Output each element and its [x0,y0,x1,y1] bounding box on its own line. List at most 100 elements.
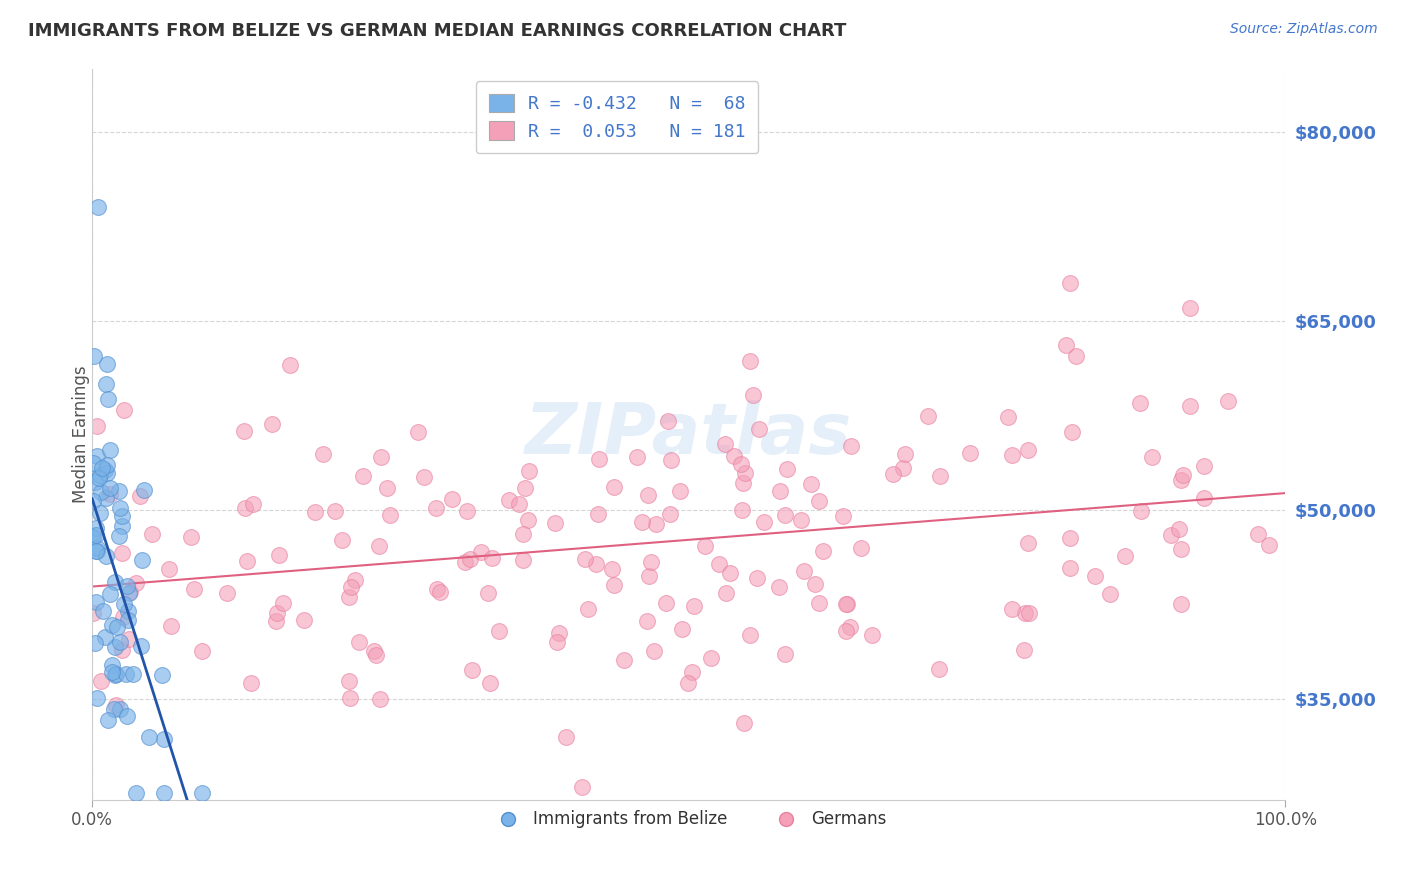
Point [260,417,283,431]
Point [125,576,148,591]
Point [94,549,117,563]
Text: IMMIGRANTS FROM BELIZE VS GERMAN MEDIAN EARNINGS CORRELATION CHART: IMMIGRANTS FROM BELIZE VS GERMAN MEDIAN … [28,22,846,40]
Point [894,447,917,461]
Point [114,666,136,681]
Point [1173,467,1195,482]
Point [554,730,576,744]
Point [637,488,659,502]
Point [378,508,401,522]
Point [544,516,567,530]
Point [104,640,127,654]
Point [1180,399,1202,413]
Point [734,467,756,481]
Point [997,410,1019,425]
Point [740,354,762,368]
Point [347,635,370,649]
Point [470,545,492,559]
Point [406,425,429,439]
Point [626,450,648,465]
Point [738,628,761,642]
Point [101,618,124,632]
Point [86,527,108,541]
Point [517,514,540,528]
Point [121,667,143,681]
Point [1014,606,1036,620]
Point [105,620,128,634]
Point [86,541,108,556]
Point [546,635,568,649]
Point [112,597,135,611]
Point [100,587,122,601]
Point [84,595,107,609]
Point [693,539,716,553]
Point [107,529,129,543]
Point [917,409,939,423]
Point [215,586,238,600]
Point [488,624,510,639]
Point [574,551,596,566]
Point [571,780,593,794]
Point [94,491,117,506]
Point [339,691,361,706]
Point [512,527,534,541]
Point [718,566,741,580]
Point [86,419,108,434]
Point [111,546,134,560]
Point [82,530,104,544]
Point [104,575,127,590]
Point [707,557,730,571]
Point [1130,504,1153,518]
Point [1059,561,1081,575]
Point [1129,396,1152,410]
Point [513,482,536,496]
Point [517,464,540,478]
Point [104,668,127,682]
Point [117,604,139,618]
Point [768,580,790,594]
Point [508,497,530,511]
Point [793,564,815,578]
Point [86,449,108,463]
Point [631,515,654,529]
Point [1170,597,1192,611]
Point [108,484,131,499]
Point [1017,442,1039,457]
Point [266,615,288,629]
Point [600,562,623,576]
Point [747,571,769,585]
Point [112,610,135,624]
Point [111,519,134,533]
Point [1064,350,1087,364]
Point [98,481,121,495]
Text: ZIPatlas: ZIPatlas [524,400,852,468]
Point [111,643,134,657]
Point [752,515,775,529]
Point [367,539,389,553]
Point [153,732,176,747]
Point [97,713,120,727]
Point [681,665,703,679]
Point [110,635,132,649]
Point [352,469,374,483]
Point [96,467,118,481]
Point [1060,425,1083,439]
Point [84,521,107,535]
Point [1142,450,1164,464]
Point [498,493,520,508]
Point [657,414,679,428]
Point [813,543,835,558]
Point [613,653,636,667]
Point [239,675,262,690]
Point [160,619,183,633]
Point [180,530,202,544]
Point [807,493,830,508]
Point [835,598,858,612]
Point [108,501,131,516]
Point [82,456,104,470]
Point [478,675,501,690]
Point [477,585,499,599]
Point [103,702,125,716]
Point [588,507,610,521]
Point [716,586,738,600]
Point [86,543,108,558]
